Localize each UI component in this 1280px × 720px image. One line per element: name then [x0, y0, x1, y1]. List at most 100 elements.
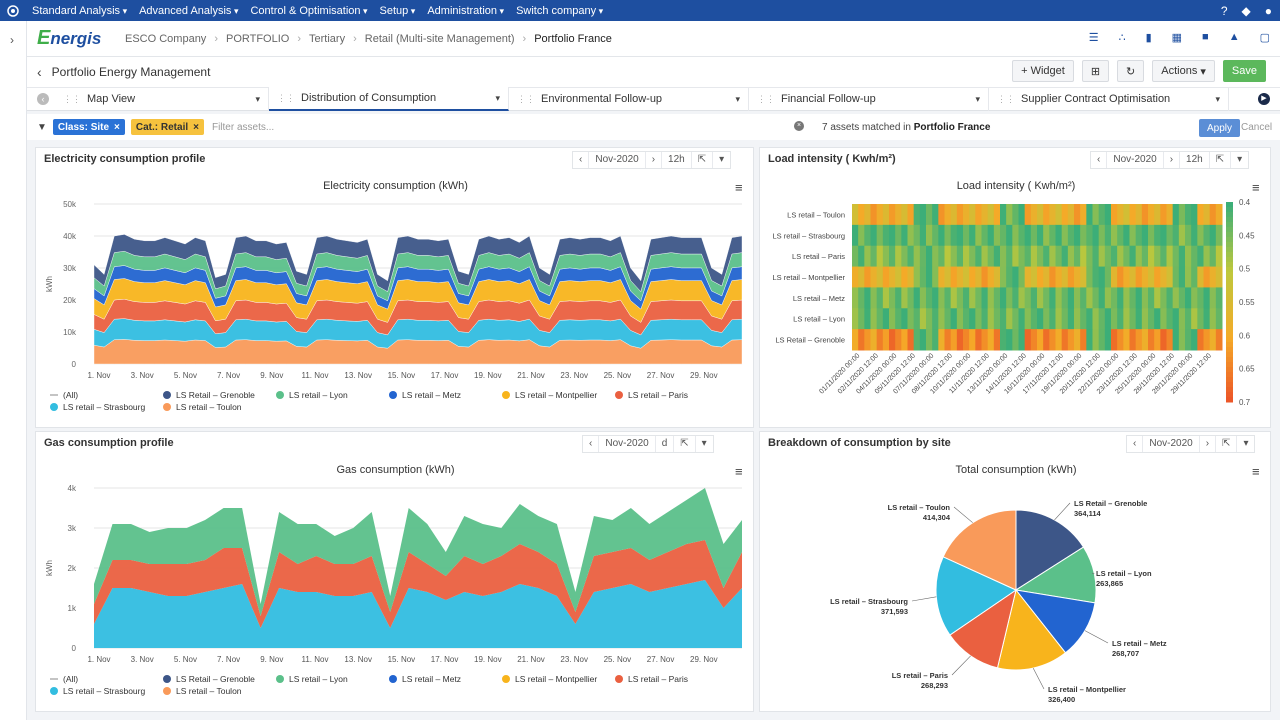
chart-menu-icon[interactable]: ≡	[1252, 464, 1260, 479]
heatmap-cell	[1129, 204, 1137, 226]
refresh-button[interactable]: ↻	[1117, 60, 1145, 82]
breadcrumb-item[interactable]: ESCO Company	[125, 32, 207, 45]
menu-switch-company[interactable]: Switch company	[510, 5, 609, 17]
fullscreen-icon[interactable]: ▢	[1259, 32, 1270, 44]
heatmap-cell	[1000, 287, 1007, 309]
drag-handle-icon[interactable]: ⋮⋮	[63, 93, 81, 104]
expand-icon[interactable]: ⇱	[1216, 436, 1238, 452]
document-icon[interactable]: ■	[1202, 31, 1209, 43]
heatmap-cell	[919, 329, 927, 351]
heatmap-cell	[963, 224, 970, 247]
add-panel-button[interactable]: ⊞	[1081, 60, 1110, 82]
chart-menu-icon[interactable]: ≡	[735, 180, 743, 195]
tab-distribution-of-consumption[interactable]: ⋮⋮ Distribution of Consumption ▾	[269, 87, 509, 111]
next-tab-icon[interactable]: ▶	[1258, 93, 1270, 105]
period-selector[interactable]: Nov-2020	[1143, 436, 1200, 452]
next-period-icon[interactable]: ›	[1164, 152, 1181, 168]
period-selector[interactable]: Nov-2020	[1107, 152, 1164, 168]
heatmap-cell	[926, 245, 933, 268]
prev-period-icon[interactable]: ‹	[583, 436, 600, 452]
drag-handle-icon[interactable]: ⋮⋮	[277, 92, 295, 103]
next-period-icon[interactable]: ›	[1200, 436, 1217, 452]
prev-period-icon[interactable]: ‹	[573, 152, 590, 168]
chevron-down-icon[interactable]: ▾	[1215, 93, 1220, 104]
chevron-down-icon[interactable]: ▾	[975, 93, 980, 104]
breadcrumb-item[interactable]: PORTFOLIO	[225, 32, 290, 45]
tab-map-view[interactable]: ⋮⋮ Map View ▾	[55, 87, 269, 111]
chart-menu-icon[interactable]: ≡	[1252, 180, 1260, 195]
expand-sidebar-icon[interactable]: ›	[10, 33, 14, 47]
tab-supplier-contract-optimisation[interactable]: ⋮⋮ Supplier Contract Optimisation ▾	[989, 87, 1229, 111]
save-button[interactable]: Save	[1222, 60, 1266, 82]
breadcrumb-item[interactable]: Retail (Multi-site Management)	[364, 32, 515, 45]
menu-setup[interactable]: Setup	[374, 5, 422, 17]
menu-standard-analysis[interactable]: Standard Analysis	[26, 5, 133, 17]
heatmap-cell	[1012, 329, 1019, 351]
heatmap-cell	[1141, 204, 1149, 226]
cancel-button[interactable]: Cancel	[1241, 122, 1273, 133]
prev-period-icon[interactable]: ‹	[1091, 152, 1108, 168]
user-icon[interactable]: ●	[1264, 3, 1272, 18]
filter-chip-class[interactable]: Class: Site ×	[52, 119, 125, 135]
chart-menu-icon[interactable]: ≡	[735, 464, 743, 479]
heatmap-cell	[852, 224, 859, 247]
pie-label: LS retail – Montpellier	[1048, 685, 1126, 694]
widget-menu-chevron-icon[interactable]: ▾	[701, 438, 707, 449]
prev-tab-icon[interactable]: ‹	[37, 93, 49, 105]
interval-selector[interactable]: d	[656, 436, 675, 452]
heatmap-cell	[993, 204, 1001, 226]
widget-menu-chevron-icon[interactable]: ▾	[1237, 154, 1243, 165]
tab-financial-follow-up[interactable]: ⋮⋮ Financial Follow-up ▾	[749, 87, 989, 111]
app-logo-icon[interactable]	[0, 0, 26, 21]
nodes-icon[interactable]: ∴	[1118, 32, 1126, 44]
pie-value: 326,400	[1048, 695, 1075, 704]
legend-label: LS retail – Montpellier	[515, 674, 597, 684]
chevron-down-icon[interactable]: ▾	[495, 92, 500, 103]
expand-icon[interactable]: ⇱	[1210, 152, 1232, 168]
help-icon[interactable]: ?	[1220, 3, 1228, 18]
heatmap-cell	[1061, 266, 1069, 288]
expand-icon[interactable]: ⇱	[674, 436, 696, 452]
remove-chip-icon[interactable]: ×	[193, 121, 199, 133]
filter-input[interactable]: Filter assets...	[211, 121, 275, 133]
heatmap-cell	[870, 329, 878, 351]
menu-control-optimisation[interactable]: Control & Optimisation	[244, 5, 373, 17]
heatmap-cell	[852, 329, 859, 351]
heatmap-cell	[1166, 245, 1174, 268]
widget-menu-chevron-icon[interactable]: ▾	[1243, 438, 1249, 449]
add-widget-button[interactable]: + Widget	[1012, 60, 1074, 82]
clear-filter-icon[interactable]: ×	[794, 121, 804, 131]
interval-selector[interactable]: 12h	[1180, 152, 1210, 168]
expand-icon[interactable]: ⇱	[692, 152, 714, 168]
grid-icon[interactable]: ▦	[1171, 32, 1183, 44]
chevron-down-icon[interactable]: ▾	[255, 93, 260, 104]
interval-selector[interactable]: 12h	[662, 152, 692, 168]
notifications-icon[interactable]: ◆	[1241, 3, 1251, 18]
drag-handle-icon[interactable]: ⋮⋮	[517, 93, 535, 104]
period-selector[interactable]: Nov-2020	[599, 436, 656, 452]
sliders-icon[interactable]: ☰	[1088, 32, 1099, 44]
apply-button[interactable]: Apply	[1199, 119, 1241, 137]
heatmap-cell	[1111, 287, 1118, 309]
x-tick-label: 1. Nov	[87, 655, 110, 664]
actions-dropdown[interactable]: Actions ▾	[1152, 60, 1215, 82]
chevron-down-icon[interactable]: ▾	[735, 93, 740, 104]
drag-handle-icon[interactable]: ⋮⋮	[757, 93, 775, 104]
menu-advanced-analysis[interactable]: Advanced Analysis	[133, 5, 244, 17]
next-period-icon[interactable]: ›	[646, 152, 663, 168]
color-scale-label: 0.7	[1239, 398, 1251, 407]
heatmap-cell	[1129, 266, 1137, 288]
load-intensity-heatmap: LS retail – Toulon LS retail – Strasbourg…	[772, 198, 1255, 407]
tab-environmental-follow-up[interactable]: ⋮⋮ Environmental Follow-up ▾	[509, 87, 749, 111]
prev-period-icon[interactable]: ‹	[1127, 436, 1144, 452]
filter-chip-category[interactable]: Cat.: Retail ×	[130, 119, 204, 135]
bar-chart-icon[interactable]: ▮	[1145, 32, 1152, 44]
alert-icon[interactable]: ▲	[1228, 31, 1240, 43]
remove-chip-icon[interactable]: ×	[114, 121, 120, 133]
back-arrow-icon[interactable]: ‹	[37, 64, 42, 80]
period-selector[interactable]: Nov-2020	[589, 152, 646, 168]
menu-administration[interactable]: Administration	[421, 5, 510, 17]
widget-menu-chevron-icon[interactable]: ▾	[719, 154, 725, 165]
drag-handle-icon[interactable]: ⋮⋮	[997, 93, 1015, 104]
breadcrumb-item[interactable]: Tertiary	[309, 32, 346, 45]
